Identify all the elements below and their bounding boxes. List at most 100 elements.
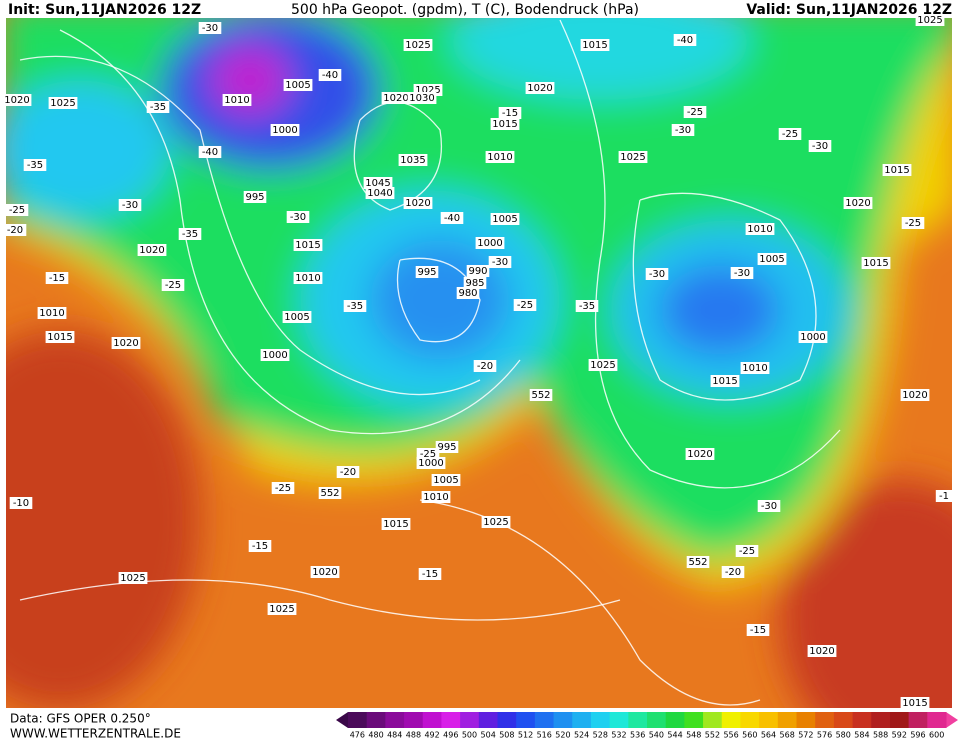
- map-label: 1020: [809, 646, 834, 657]
- map-label: -25: [782, 129, 798, 140]
- label-box: [161, 279, 185, 291]
- scale-label: 500: [462, 731, 477, 740]
- isobar: [559, 19, 841, 489]
- label-box: [900, 697, 930, 709]
- map-label: -40: [202, 147, 218, 158]
- label-box: [398, 154, 428, 166]
- map-label: 1000: [272, 125, 297, 136]
- scale-cell: [609, 712, 629, 728]
- label-box: [3, 224, 27, 236]
- scale-label: 572: [798, 731, 813, 740]
- label-box: [513, 299, 537, 311]
- scale-cell: [871, 712, 891, 728]
- init-time: Init: Sun,11JAN2026 12Z: [8, 2, 201, 18]
- label-box: [310, 566, 340, 578]
- label-box: [463, 277, 487, 289]
- label-box: [473, 360, 497, 372]
- scale-label: 524: [574, 731, 589, 740]
- label-box: [525, 82, 555, 94]
- label-box: [683, 106, 707, 118]
- map-label: -35: [182, 229, 198, 240]
- map-label: -15: [750, 625, 766, 636]
- map-label: -25: [275, 483, 291, 494]
- scale-cell: [404, 712, 424, 728]
- label-box: [260, 349, 290, 361]
- map-label: 995: [437, 442, 456, 453]
- scale-label: 508: [499, 731, 514, 740]
- label-box: [757, 253, 787, 265]
- map-label: -15: [502, 108, 518, 119]
- label-box: [416, 457, 446, 469]
- label-box: [23, 159, 47, 171]
- map-label: 1015: [902, 698, 927, 709]
- scale-cell: [721, 712, 741, 728]
- label-box: [137, 244, 167, 256]
- label-box: [248, 540, 272, 552]
- map-label: -40: [444, 213, 460, 224]
- map-label: -20: [477, 361, 493, 372]
- label-box: [2, 94, 32, 106]
- label-box: [198, 22, 222, 34]
- label-box: [282, 311, 312, 323]
- scale-label: 592: [892, 731, 907, 740]
- label-box: [146, 101, 170, 113]
- scale-label: 600: [929, 731, 944, 740]
- map-label: 1025: [120, 573, 145, 584]
- map-label: 1025: [415, 85, 440, 96]
- label-box: [435, 441, 459, 453]
- label-box: [935, 490, 953, 502]
- scale-label: 480: [368, 731, 383, 740]
- scale-label: 556: [723, 731, 738, 740]
- scale-arrow-low: [336, 712, 348, 728]
- scale-cell: [478, 712, 498, 728]
- scale-label: 540: [649, 731, 664, 740]
- label-box: [45, 272, 69, 284]
- map-label: -30: [761, 501, 777, 512]
- label-box: [671, 124, 695, 136]
- map-label: -30: [812, 141, 828, 152]
- map-label: 1010: [295, 273, 320, 284]
- scale-label: 564: [761, 731, 776, 740]
- map-label: 1025: [50, 98, 75, 109]
- label-box: [498, 107, 522, 119]
- label-box: [403, 39, 433, 51]
- label-box: [745, 223, 775, 235]
- map-label: 1040: [367, 188, 392, 199]
- scale-cell: [460, 712, 480, 728]
- label-box: [271, 482, 295, 494]
- label-box: [9, 497, 33, 509]
- map-label: 1005: [285, 80, 310, 91]
- map-label: 1015: [47, 332, 72, 343]
- label-box: [466, 265, 490, 277]
- label-box: [798, 331, 828, 343]
- map-label: 995: [245, 192, 264, 203]
- map-label: -25: [739, 546, 755, 557]
- scale-label: 496: [443, 731, 458, 740]
- map-label: 1015: [295, 240, 320, 251]
- map-label: 1010: [224, 95, 249, 106]
- label-box: [721, 566, 745, 578]
- site-name: WWW.WETTERZENTRALE.DE: [10, 727, 181, 741]
- map-label: 1025: [917, 15, 942, 26]
- map-label: 1020: [687, 449, 712, 460]
- map-label: 1020: [845, 198, 870, 209]
- scale-label: 492: [424, 731, 439, 740]
- scale-cell: [628, 712, 648, 728]
- scale-cell: [366, 712, 386, 728]
- map-label: -30: [649, 269, 665, 280]
- label-box: [111, 337, 141, 349]
- map-label: 1005: [759, 254, 784, 265]
- scale-cell: [647, 712, 667, 728]
- scale-cell: [815, 712, 835, 728]
- label-box: [5, 204, 29, 216]
- map-label: -30: [122, 200, 138, 211]
- label-box: [488, 256, 512, 268]
- map-label: 1025: [483, 517, 508, 528]
- label-box: [365, 187, 395, 199]
- scale-label: 560: [742, 731, 757, 740]
- header-bar: [0, 0, 959, 18]
- scale-label: 484: [387, 731, 402, 740]
- map-label: 1000: [418, 458, 443, 469]
- scale-cell: [740, 712, 760, 728]
